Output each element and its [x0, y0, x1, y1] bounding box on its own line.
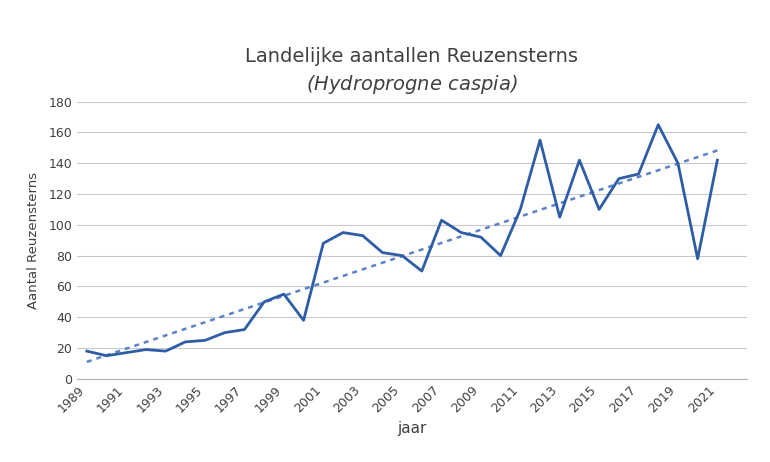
Text: ($\it{Hydroprogne\ caspia}$): ($\it{Hydroprogne\ caspia}$) — [306, 73, 517, 96]
Y-axis label: Aantal Reuzensterns: Aantal Reuzensterns — [27, 172, 40, 309]
Text: Landelijke aantallen Reuzensterns: Landelijke aantallen Reuzensterns — [246, 47, 578, 66]
X-axis label: jaar: jaar — [397, 421, 427, 436]
